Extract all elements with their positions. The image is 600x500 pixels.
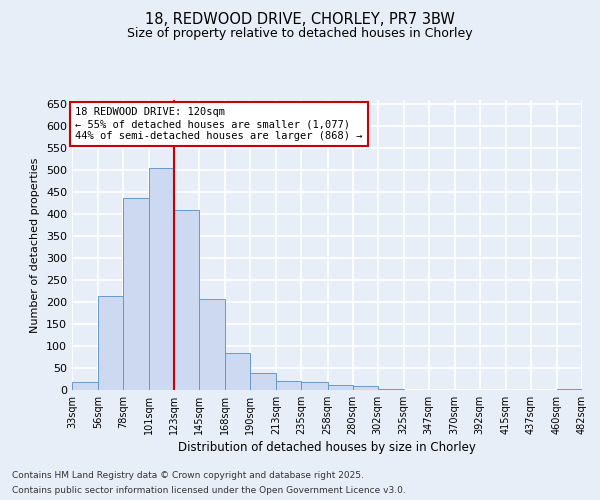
Text: 18 REDWOOD DRIVE: 120sqm
← 55% of detached houses are smaller (1,077)
44% of sem: 18 REDWOOD DRIVE: 120sqm ← 55% of detach… <box>76 108 363 140</box>
Text: 18, REDWOOD DRIVE, CHORLEY, PR7 3BW: 18, REDWOOD DRIVE, CHORLEY, PR7 3BW <box>145 12 455 28</box>
Bar <box>353 386 377 390</box>
Bar <box>123 198 149 390</box>
Text: Size of property relative to detached houses in Chorley: Size of property relative to detached ho… <box>127 28 473 40</box>
Bar <box>328 384 353 390</box>
Bar <box>277 381 301 390</box>
Text: Contains public sector information licensed under the Open Government Licence v3: Contains public sector information licen… <box>12 486 406 495</box>
Bar <box>98 296 123 390</box>
X-axis label: Distribution of detached houses by size in Chorley: Distribution of detached houses by size … <box>178 441 476 454</box>
Bar <box>301 382 328 390</box>
Text: Contains HM Land Registry data © Crown copyright and database right 2025.: Contains HM Land Registry data © Crown c… <box>12 471 364 480</box>
Bar <box>72 382 98 390</box>
Bar <box>226 352 250 390</box>
Bar <box>377 389 404 390</box>
Bar <box>250 374 277 390</box>
Bar <box>199 299 226 390</box>
Bar <box>557 388 582 390</box>
Y-axis label: Number of detached properties: Number of detached properties <box>31 158 40 332</box>
Bar <box>174 210 199 390</box>
Bar <box>149 168 174 390</box>
